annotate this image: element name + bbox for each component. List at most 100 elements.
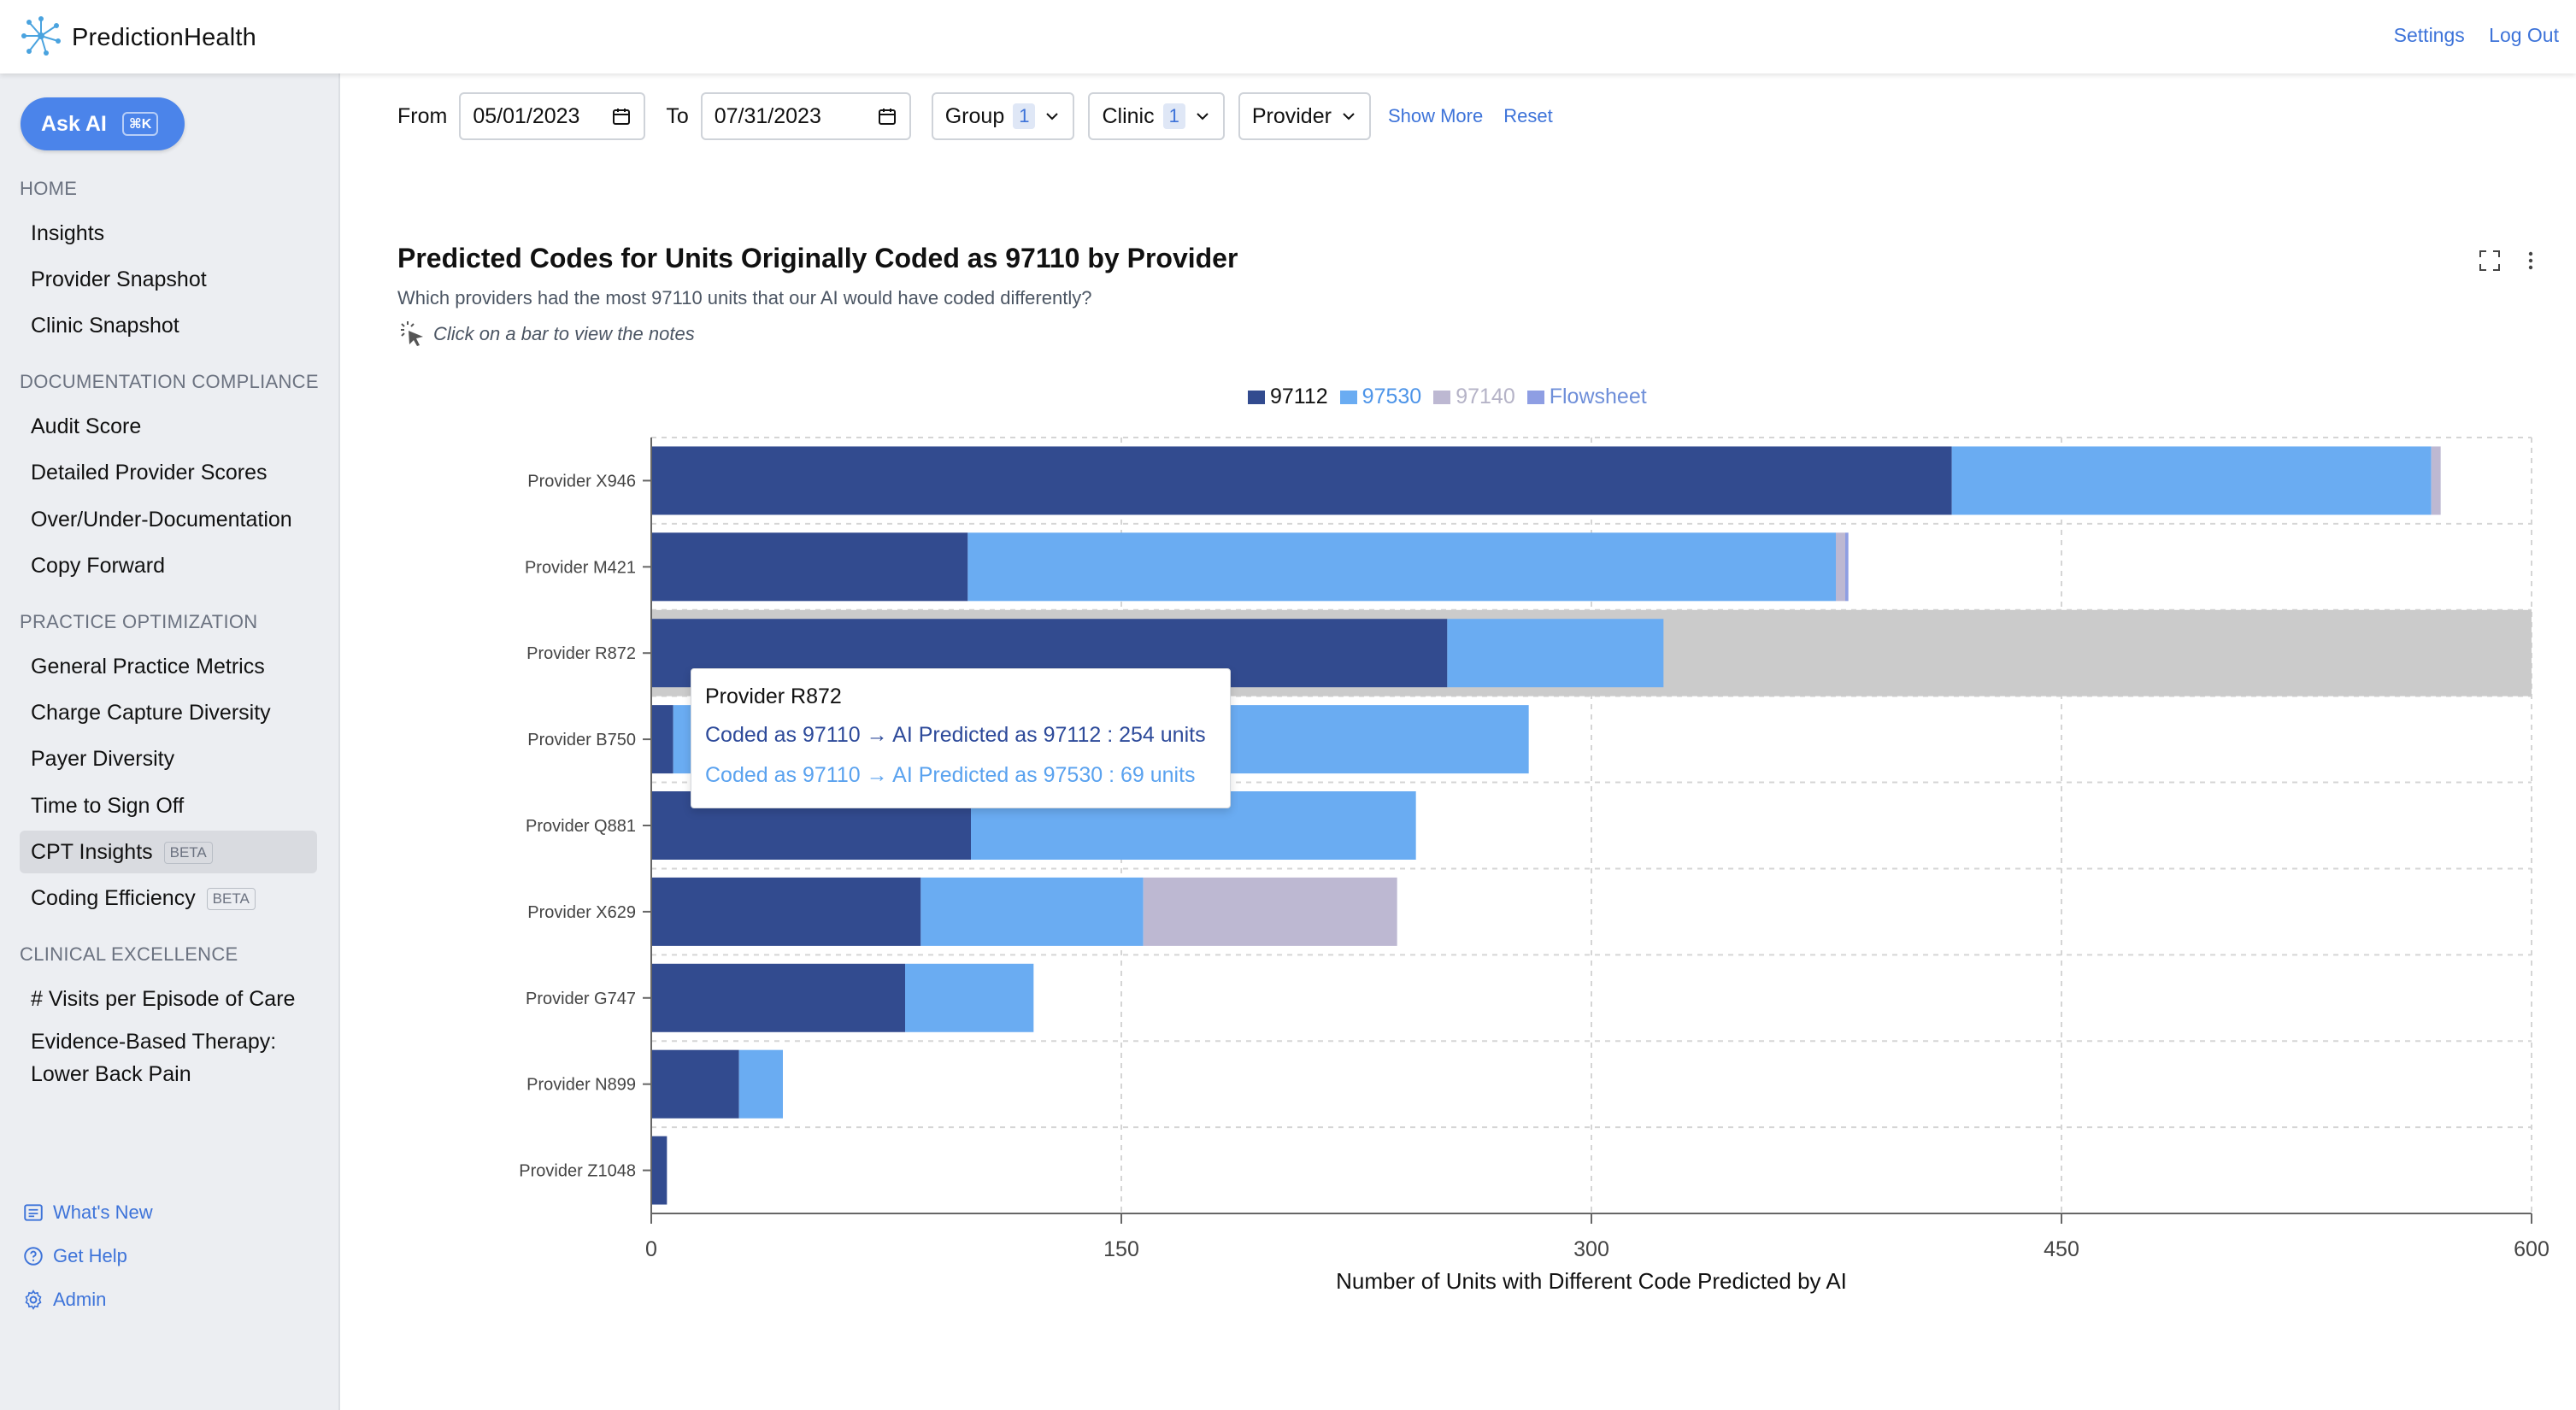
- settings-link[interactable]: Settings: [2393, 24, 2465, 46]
- more-vertical-icon[interactable]: [2518, 248, 2544, 273]
- legend-item-97530[interactable]: 97530: [1339, 385, 1422, 409]
- bar-97530[interactable]: [920, 877, 1144, 946]
- y-tick-label: Provider G747: [526, 990, 636, 1008]
- legend-swatch: [1248, 390, 1265, 404]
- x-axis-label: Number of Units with Different Code Pred…: [1336, 1268, 1847, 1294]
- bar-97530[interactable]: [1447, 619, 1664, 688]
- section-practice-optimization: PRACTICE OPTIMIZATION: [20, 611, 258, 632]
- ask-ai-button[interactable]: Ask AI ⌘K: [21, 97, 185, 150]
- bar-97140[interactable]: [2431, 446, 2441, 515]
- bar-97140[interactable]: [1836, 532, 1845, 602]
- x-tick-label: 450: [2044, 1237, 2079, 1261]
- get-help-label: Get Help: [53, 1245, 127, 1266]
- to-label: To: [666, 103, 689, 128]
- from-label: From: [397, 103, 448, 128]
- sidebar-item-evidence-based-therapy[interactable]: Evidence-Based Therapy: Lower Back Pain: [20, 1024, 317, 1092]
- sidebar-item-cpt-insights[interactable]: CPT Insights BETA: [20, 831, 317, 873]
- sidebar-item-coding-efficiency[interactable]: Coding Efficiency BETA: [20, 877, 317, 919]
- top-bar: PredictionHealth Settings Log Out: [0, 0, 2576, 73]
- sidebar-item-over-under-documentation[interactable]: Over/Under-Documentation: [31, 508, 292, 532]
- bar-97112[interactable]: [651, 532, 968, 602]
- chevron-down-icon: [1197, 113, 1209, 120]
- y-tick-label: Provider Z1048: [519, 1162, 636, 1181]
- show-more-link[interactable]: Show More: [1387, 105, 1484, 126]
- bar-97112[interactable]: [651, 963, 905, 1032]
- bar-97112[interactable]: [651, 1049, 739, 1119]
- chart-tooltip: Provider R872 Coded as 97110 → AI Predic…: [691, 668, 1231, 808]
- sidebar-item-payer-diversity[interactable]: Payer Diversity: [31, 747, 175, 771]
- bar-97112[interactable]: [651, 1136, 668, 1205]
- get-help-link[interactable]: Get Help: [22, 1245, 127, 1267]
- bar-97530[interactable]: [1951, 446, 2432, 515]
- sidebar-item-audit-score[interactable]: Audit Score: [31, 414, 142, 438]
- from-date-value: 05/01/2023: [473, 103, 580, 128]
- sidebar-item-label: CPT Insights: [31, 840, 153, 864]
- sidebar-item-insights[interactable]: Insights: [31, 221, 105, 245]
- provider-select[interactable]: Provider: [1238, 92, 1371, 140]
- bar-97112[interactable]: [651, 446, 1952, 515]
- filter-bar: From 05/01/2023 To 07/31/2023 Group 1 Cl…: [397, 92, 1570, 140]
- whats-new-link[interactable]: What's New: [22, 1201, 153, 1224]
- sidebar-item-visits-per-episode[interactable]: # Visits per Episode of Care: [31, 987, 296, 1011]
- sidebar-item-general-practice-metrics[interactable]: General Practice Metrics: [31, 655, 265, 679]
- to-date-input[interactable]: 07/31/2023: [700, 92, 911, 140]
- from-date-input[interactable]: 05/01/2023: [459, 92, 646, 140]
- sidebar-item-detailed-provider-scores[interactable]: Detailed Provider Scores: [31, 461, 268, 485]
- sidebar-item-provider-snapshot[interactable]: Provider Snapshot: [31, 267, 207, 291]
- legend-label: Flowsheet: [1549, 385, 1647, 408]
- sidebar-item-copy-forward[interactable]: Copy Forward: [31, 554, 165, 578]
- legend-item-97140[interactable]: 97140: [1433, 385, 1515, 409]
- logo-icon: [19, 14, 63, 62]
- clinic-select[interactable]: Clinic 1: [1088, 92, 1225, 140]
- cursor-click-icon: [401, 321, 423, 346]
- legend-item-flowsheet[interactable]: Flowsheet: [1526, 385, 1647, 409]
- admin-link[interactable]: Admin: [22, 1289, 106, 1311]
- whats-new-label: What's New: [53, 1201, 153, 1223]
- sidebar-item-time-to-sign-off[interactable]: Time to Sign Off: [31, 794, 185, 818]
- logout-link[interactable]: Log Out: [2489, 24, 2559, 46]
- sidebar-item-label: Coding Efficiency: [31, 886, 196, 910]
- sidebar-item-label: Evidence-Based Therapy:: [31, 1030, 277, 1054]
- tooltip-line-97530: Coded as 97110 → AI Predicted as 97530 :…: [705, 763, 1196, 787]
- group-count-badge: 1: [1013, 103, 1036, 129]
- newspaper-icon: [24, 1204, 43, 1221]
- chart-title: Predicted Codes for Units Originally Cod…: [397, 243, 1238, 273]
- y-tick-label: Provider X629: [527, 903, 636, 922]
- legend-item-97112[interactable]: 97112: [1248, 385, 1328, 409]
- bar-97112[interactable]: [651, 877, 921, 946]
- chart-legend: 97112 97530 97140 Flowsheet: [1248, 385, 1659, 409]
- brand[interactable]: PredictionHealth: [19, 14, 256, 62]
- group-label: Group: [944, 103, 1005, 128]
- clinic-count-badge: 1: [1162, 103, 1185, 129]
- sidebar-item-charge-capture-diversity[interactable]: Charge Capture Diversity: [31, 701, 271, 725]
- chart-subtitle: Which providers had the most 97110 units…: [397, 287, 1092, 308]
- bar-97112[interactable]: [651, 705, 673, 774]
- legend-label: 97112: [1270, 385, 1328, 408]
- legend-label: 97530: [1362, 385, 1422, 408]
- bar-flowsheet[interactable]: [1845, 532, 1849, 602]
- beta-badge: BETA: [206, 888, 256, 911]
- bar-97530[interactable]: [967, 532, 1836, 602]
- y-tick-label: Provider B750: [527, 731, 636, 749]
- group-select[interactable]: Group 1: [931, 92, 1075, 140]
- legend-label: 97140: [1456, 385, 1515, 408]
- bar-97530[interactable]: [738, 1049, 783, 1119]
- x-tick-label: 600: [2514, 1237, 2550, 1261]
- expand-icon[interactable]: [2477, 248, 2502, 273]
- bar-97530[interactable]: [905, 963, 1034, 1032]
- reset-link[interactable]: Reset: [1503, 105, 1553, 126]
- legend-swatch: [1526, 390, 1544, 404]
- tooltip-line-97112: Coded as 97110 → AI Predicted as 97112 :…: [705, 723, 1206, 747]
- x-tick-label: 150: [1103, 1237, 1139, 1261]
- legend-swatch: [1433, 390, 1451, 404]
- y-tick-label: Provider R872: [526, 644, 636, 663]
- clinic-label: Clinic: [1102, 103, 1155, 128]
- calendar-icon[interactable]: [877, 106, 897, 126]
- y-tick-label: Provider N899: [526, 1076, 636, 1095]
- calendar-icon[interactable]: [611, 106, 632, 126]
- bar-97140[interactable]: [1143, 877, 1397, 946]
- sidebar-item-label: Lower Back Pain: [31, 1062, 191, 1086]
- question-circle-icon: [24, 1247, 43, 1266]
- sidebar-item-clinic-snapshot[interactable]: Clinic Snapshot: [31, 314, 179, 338]
